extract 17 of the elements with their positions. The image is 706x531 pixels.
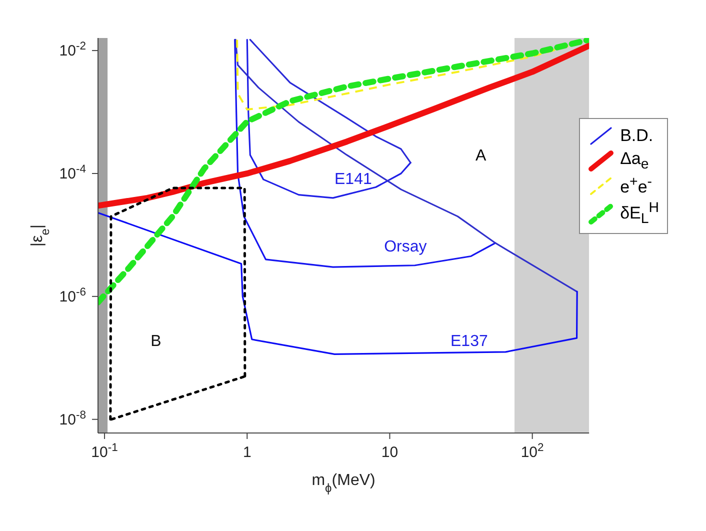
y-tick-label: 10$^{-2}$ <box>59 40 86 60</box>
y-tick-label: 10$^{-6}$ <box>59 286 86 306</box>
annotation: E137 <box>450 333 488 350</box>
legend-label: e$^{+}$e$^{-}$ <box>620 174 652 198</box>
x-tick-label: 10 <box>381 444 398 461</box>
annotation: E141 <box>334 171 372 188</box>
legend-label: B.D. <box>620 126 654 146</box>
y-tick-label: 10$^{-4}$ <box>59 163 86 182</box>
x-tick-label: 1 <box>242 444 252 461</box>
y-tick-label: 10$^{-8}$ <box>59 409 86 428</box>
annotation: A <box>475 147 486 164</box>
legend-label: Δa$_{e}$ <box>620 149 649 172</box>
x-axis-title: m$_{ϕ}$(MeV) <box>312 472 376 495</box>
annotation: Orsay <box>384 238 427 256</box>
annotation: B <box>150 333 162 350</box>
x-tick-label: 10$^{2}$ <box>520 442 544 461</box>
x-tick-label: 10$^{-1}$ <box>91 442 118 461</box>
